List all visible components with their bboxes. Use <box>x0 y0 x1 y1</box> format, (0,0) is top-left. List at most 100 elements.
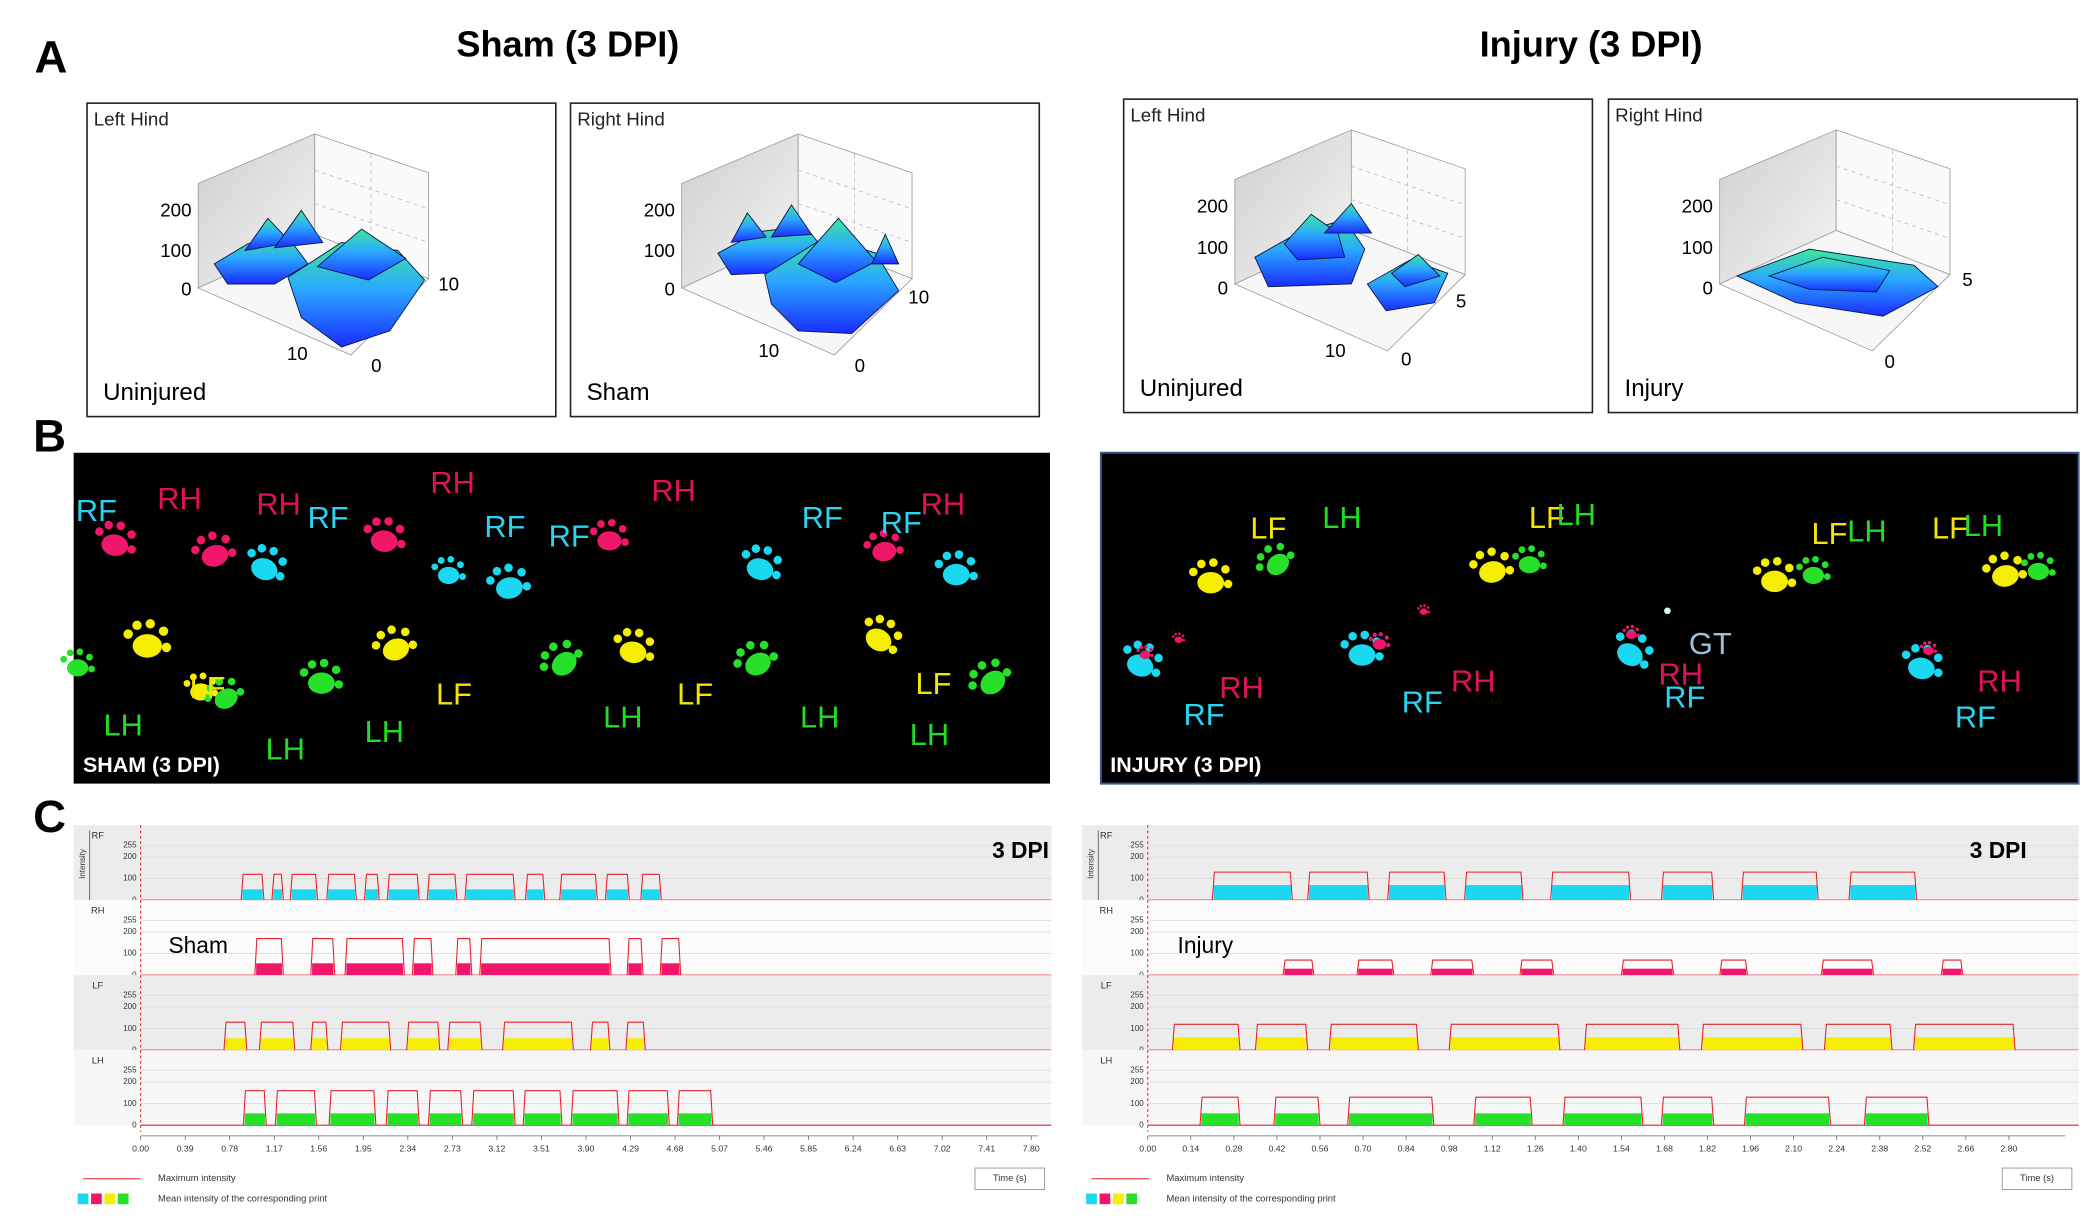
paw-toe <box>161 642 172 653</box>
plot-condition: Uninjured <box>103 379 206 406</box>
surface-patch <box>1283 213 1346 261</box>
paw-toe <box>540 651 550 660</box>
y-tick-label: 255 <box>123 990 137 999</box>
wall-grid <box>798 169 913 210</box>
y-tick-label: 10 <box>438 273 459 294</box>
paw-toe <box>331 665 341 675</box>
paw-toe <box>60 655 68 663</box>
x-tick-label: 10 <box>1325 340 1346 361</box>
paw-pad <box>865 628 892 652</box>
y-tick-label: 0 <box>1139 970 1144 979</box>
y-tick-label: 255 <box>1130 915 1144 924</box>
mean-intensity-bar <box>1742 885 1817 901</box>
max-intensity-trace <box>559 873 598 901</box>
paw-toe <box>1197 559 1206 569</box>
paw-toe <box>371 641 381 650</box>
max-intensity-trace <box>1307 871 1370 901</box>
paw-toe <box>1500 551 1509 561</box>
y-axis-label: Intensity <box>1087 849 1096 879</box>
paw-toe <box>1426 606 1430 609</box>
z-tick-label: 100 <box>1682 237 1713 258</box>
paw-toe <box>954 550 964 559</box>
paw-toe <box>66 649 74 657</box>
paw-print <box>60 648 96 677</box>
paw-toe <box>397 539 406 549</box>
max-intensity-trace <box>676 1090 714 1126</box>
y-tick-label: 10 <box>908 287 929 308</box>
legend-swatch <box>91 1193 102 1205</box>
paw-toe <box>751 544 761 553</box>
x-tick-label: 0.14 <box>1182 1144 1199 1154</box>
mean-intensity-bar <box>661 963 680 976</box>
mean-intensity-bar <box>591 1038 609 1051</box>
max-intensity-trace <box>1562 1096 1644 1126</box>
paw-toe <box>431 563 439 571</box>
paw-toe <box>2021 559 2028 567</box>
plot-condition: Uninjured <box>1140 375 1243 402</box>
paw-toe <box>2000 551 2009 560</box>
paw-toe <box>1151 668 1161 678</box>
paw-toe <box>1932 643 1937 648</box>
footprint-panel <box>1099 451 2080 785</box>
y-tick-label: 0 <box>1401 348 1411 369</box>
paw-toe <box>1615 632 1625 641</box>
x-tick-label: 2.52 <box>1914 1144 1931 1154</box>
max-intensity-trace <box>471 1090 516 1126</box>
paw-toe <box>1423 604 1426 607</box>
mean-intensity-bar <box>1201 1113 1239 1126</box>
legend-swatch <box>1126 1193 1138 1205</box>
mean-intensity-bar <box>1745 1113 1830 1126</box>
x-tick-label: 1.56 <box>310 1144 327 1154</box>
paw-toe <box>269 546 278 556</box>
surface-patch <box>273 209 324 249</box>
paw-toe <box>977 661 987 670</box>
paw-toe <box>733 659 742 668</box>
x-tick-label: 7.80 <box>1023 1144 1040 1154</box>
paw-toe <box>1181 634 1185 638</box>
paw-print <box>1901 643 1943 680</box>
paw-toe <box>1821 561 1829 569</box>
plot-condition: Sham <box>587 379 650 406</box>
y-tick-label: 0 <box>1885 351 1895 372</box>
paw-toe <box>1812 555 1819 563</box>
paw-toe <box>384 517 393 526</box>
paw-toe <box>645 637 655 646</box>
paw-toe <box>457 561 464 569</box>
x-tick-label: 0.00 <box>1139 1144 1156 1154</box>
surface-patch <box>1323 202 1373 234</box>
paw-toe <box>1372 632 1377 638</box>
y-tick-label: 0 <box>371 355 381 376</box>
x-tick-label: 3.51 <box>533 1144 550 1154</box>
paw-pad <box>308 672 335 694</box>
max-intensity-trace <box>1171 1023 1241 1051</box>
paw-pad <box>942 563 970 586</box>
max-intensity-trace <box>1448 1023 1561 1051</box>
paw-pad <box>1197 571 1225 594</box>
max-intensity-trace <box>447 1021 483 1051</box>
paw-label: LH <box>266 732 305 767</box>
paw-toe <box>1539 562 1547 570</box>
paw-toe <box>1934 668 1943 677</box>
paw-toe <box>1487 547 1496 556</box>
footprint-panel <box>73 452 1051 784</box>
paw-toe <box>437 557 445 564</box>
y-tick-label: 0 <box>1139 895 1144 904</box>
paw-print <box>299 658 344 694</box>
y-tick-label: 100 <box>1130 1024 1144 1033</box>
paw-print <box>1189 558 1233 594</box>
paw-toe <box>772 570 781 580</box>
y-tick-label: 200 <box>1130 927 1144 936</box>
paw-toe <box>1182 638 1186 642</box>
legend-swatch <box>77 1193 89 1205</box>
paw-toe <box>2048 569 2056 576</box>
paw-print <box>1469 547 1515 583</box>
wall-grid <box>1351 199 1466 239</box>
paw-toe <box>278 557 287 566</box>
paw-toe <box>408 640 418 650</box>
paw-toe <box>227 548 237 557</box>
paw-toe <box>1154 653 1163 663</box>
paw-label: RF <box>549 519 590 554</box>
max-intensity-trace <box>223 1021 248 1051</box>
mean-intensity-bar <box>1275 1113 1319 1126</box>
paw-toe <box>2027 552 2035 560</box>
